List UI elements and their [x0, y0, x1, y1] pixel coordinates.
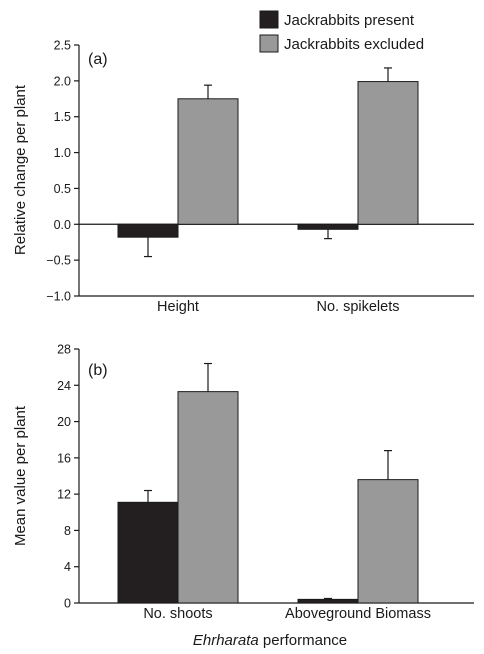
panel-b-y-tick-label: 12: [57, 488, 71, 502]
panel-b-y-tick-label: 20: [57, 415, 71, 429]
legend-swatch-excluded: [259, 34, 279, 53]
panel-b-bar-excluded: [357, 479, 419, 604]
panel-a-y-tick-label: −1.0: [46, 290, 71, 304]
x-axis-title-italic: Ehrharata: [193, 632, 259, 649]
legend: Jackrabbits present Jackrabbits excluded: [259, 10, 424, 53]
panel-a-y-tick-label: 2.0: [54, 74, 71, 88]
panel-b-y-tick-label: 0: [64, 597, 71, 611]
panel-a-y-tick-label: 0.5: [54, 182, 71, 196]
panel-b: (b) Mean value per plant 0 4 8 12 16 20 24 28 No…: [12, 343, 474, 622]
panel-b-category-label: No. shoots: [143, 606, 212, 622]
panel-a-bar-present: [297, 223, 359, 230]
panel-b-bar-excluded: [177, 391, 239, 604]
panel-b-y-tick-label: 8: [64, 524, 71, 538]
panel-b-bar-present: [297, 598, 359, 604]
panel-a-tag: (a): [88, 51, 108, 68]
panel-a-category-label: No. spikelets: [316, 299, 399, 315]
panel-b-y-tick-label: 28: [57, 343, 71, 357]
panel-b-y-tick-label: 4: [64, 560, 71, 574]
panel-a-bar-excluded: [357, 81, 419, 225]
panel-b-tag: (b): [88, 362, 108, 379]
x-axis-title: Ehrharata performance: [193, 632, 347, 649]
panel-a-bar-excluded: [177, 98, 239, 225]
panel-b-plot: 0 4 8 12 16 20 24 28 No. shoots Aboveground Bioma…: [57, 343, 474, 622]
panel-b-y-tick-label: 16: [57, 451, 71, 465]
panel-a-y-tick-label: 1.5: [54, 110, 71, 124]
legend-label-present: Jackrabbits present: [284, 12, 415, 29]
panel-b-category-label: Aboveground Biomass: [285, 606, 431, 622]
panel-a-y-tick-label: 2.5: [54, 39, 71, 53]
panel-a-bar-present: [117, 223, 179, 238]
legend-swatch-present: [259, 10, 279, 29]
panel-a-category-label: Height: [157, 299, 199, 315]
panel-b-y-axis-title: Mean value per plant: [12, 405, 29, 546]
legend-label-excluded: Jackrabbits excluded: [284, 36, 424, 53]
panel-a-y-tick-label: −0.5: [46, 254, 71, 268]
panel-a-y-tick-label: 0.0: [54, 218, 71, 232]
panel-a-y-tick-label: 1.0: [54, 146, 71, 160]
panel-a: (a) Relative change per plant −1.0 −0.5 0.…: [12, 39, 474, 315]
x-axis-title-rest: performance: [259, 632, 347, 649]
panel-a-plot: −1.0 −0.5 0.0 0.5 1.0 1.5 2.0 2.5 Height No. spik…: [46, 39, 474, 315]
panel-a-y-axis-title: Relative change per plant: [12, 84, 29, 255]
panel-b-bar-present: [117, 501, 179, 604]
panel-b-y-tick-label: 24: [57, 379, 71, 393]
